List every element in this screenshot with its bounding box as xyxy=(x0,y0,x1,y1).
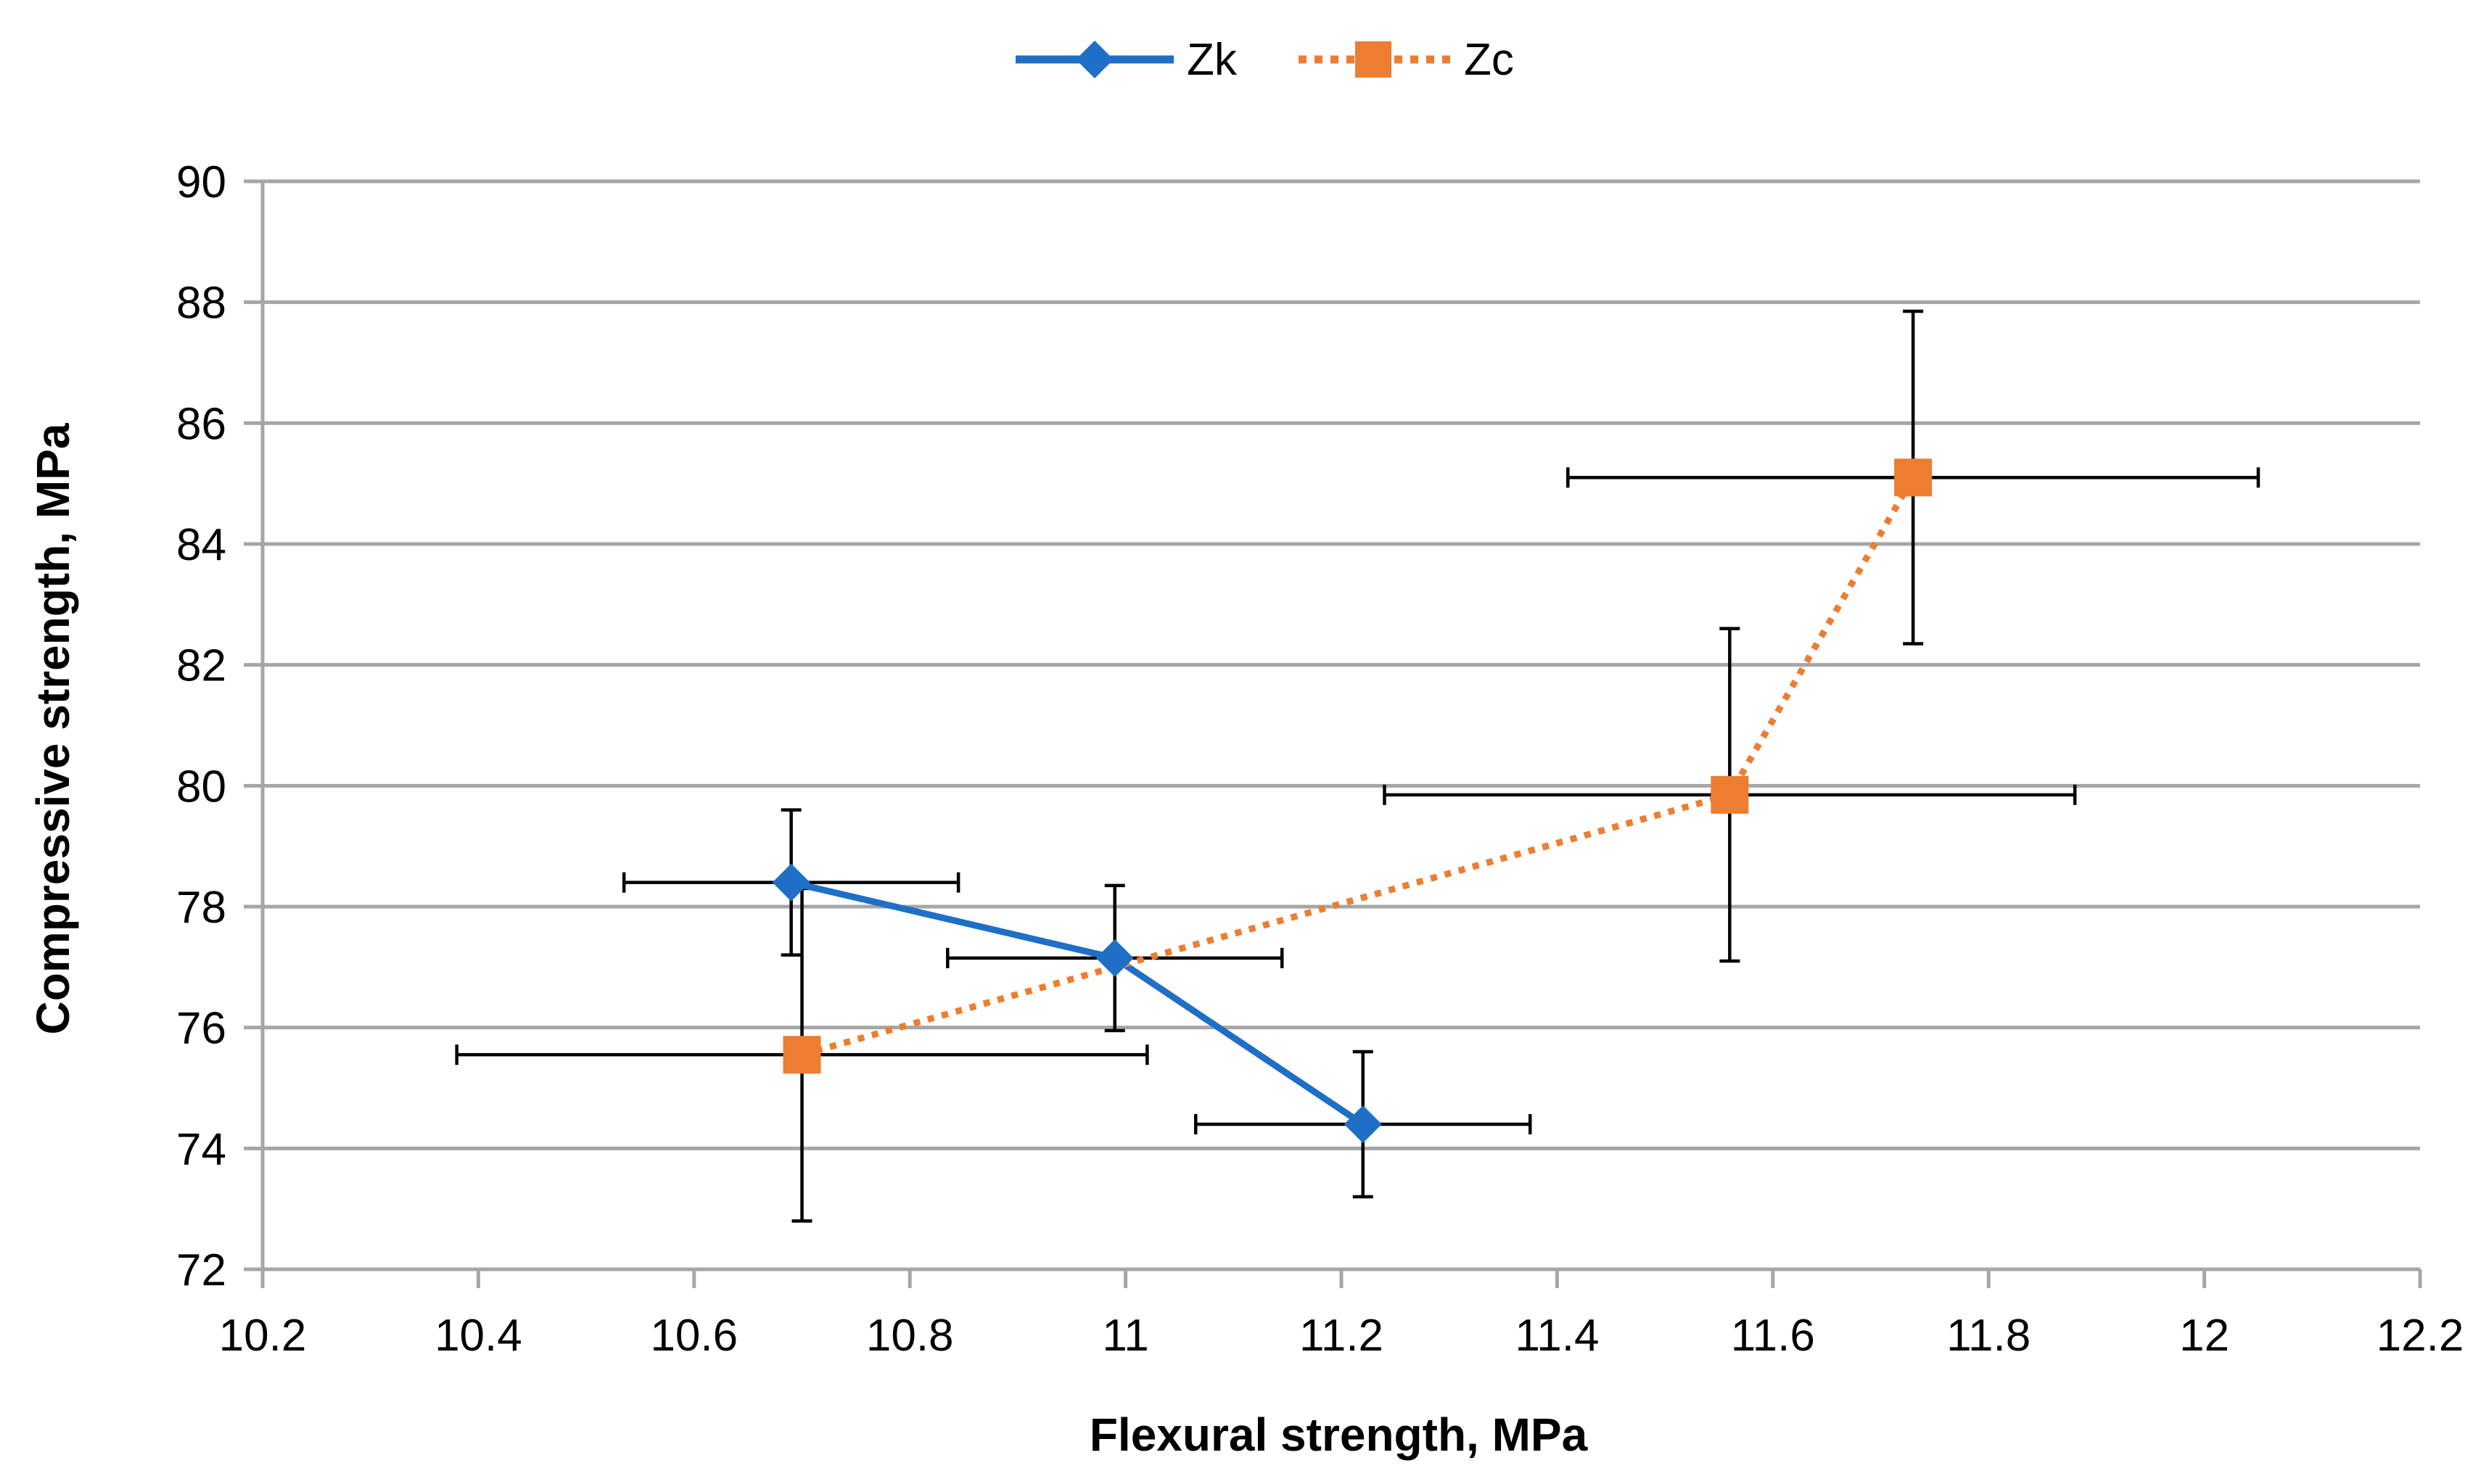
x-tick-label: 11.6 xyxy=(1731,1311,1815,1361)
series-markers xyxy=(772,458,1933,1143)
x-tick-label: 11.2 xyxy=(1299,1311,1383,1361)
y-axis-title: Compressive strength, MPa xyxy=(27,423,79,1034)
y-tick-label: 80 xyxy=(176,762,226,812)
x-tick-label: 10.2 xyxy=(219,1311,307,1361)
legend-zc-marker xyxy=(1355,41,1391,78)
y-tick-label: 88 xyxy=(176,279,226,329)
y-tick-label: 84 xyxy=(176,520,226,570)
data-point-zc-2 xyxy=(1894,458,1933,497)
legend-zk-label: Zk xyxy=(1187,35,1238,85)
x-tick-label: 11.4 xyxy=(1515,1311,1599,1361)
y-tick-label: 76 xyxy=(176,1004,226,1054)
x-tick-label: 11.8 xyxy=(1946,1311,2031,1361)
y-tick-label: 78 xyxy=(176,883,226,933)
x-axis-title: Flexural strength, MPa xyxy=(1090,1409,1588,1461)
data-point-zk-2 xyxy=(1344,1105,1382,1143)
axes xyxy=(244,179,2422,1288)
y-tick-label: 82 xyxy=(176,641,226,691)
y-tick-label: 86 xyxy=(176,399,226,449)
series-line-zc xyxy=(801,476,1917,1058)
x-tick-label: 12.2 xyxy=(2377,1311,2464,1361)
gridlines xyxy=(263,179,2420,1150)
y-tick-label: 74 xyxy=(176,1124,226,1174)
data-point-zk-1 xyxy=(1095,939,1134,977)
data-point-zc-1 xyxy=(1711,775,1749,814)
data-point-zk-0 xyxy=(772,863,810,902)
x-tick-label: 10.4 xyxy=(435,1311,522,1361)
y-tick-label: 72 xyxy=(176,1245,226,1295)
y-tick-label: 90 xyxy=(176,157,226,207)
tick-labels: 72 74 76 78 80 82 84 86 88 90 10.2 10.4 10.6 10.8 11 11… xyxy=(176,157,2464,1361)
data-point-zc-0 xyxy=(783,1036,821,1074)
x-tick-label: 11 xyxy=(1102,1311,1148,1361)
x-tick-label: 10.8 xyxy=(866,1311,954,1361)
x-tick-label: 12 xyxy=(2179,1311,2229,1361)
legend: Zk Zc xyxy=(1016,35,1514,85)
x-tick-label: 10.6 xyxy=(650,1311,738,1361)
legend-zk-marker xyxy=(1076,41,1114,78)
error-bars xyxy=(455,309,2260,1223)
legend-zc-label: Zc xyxy=(1464,35,1514,85)
